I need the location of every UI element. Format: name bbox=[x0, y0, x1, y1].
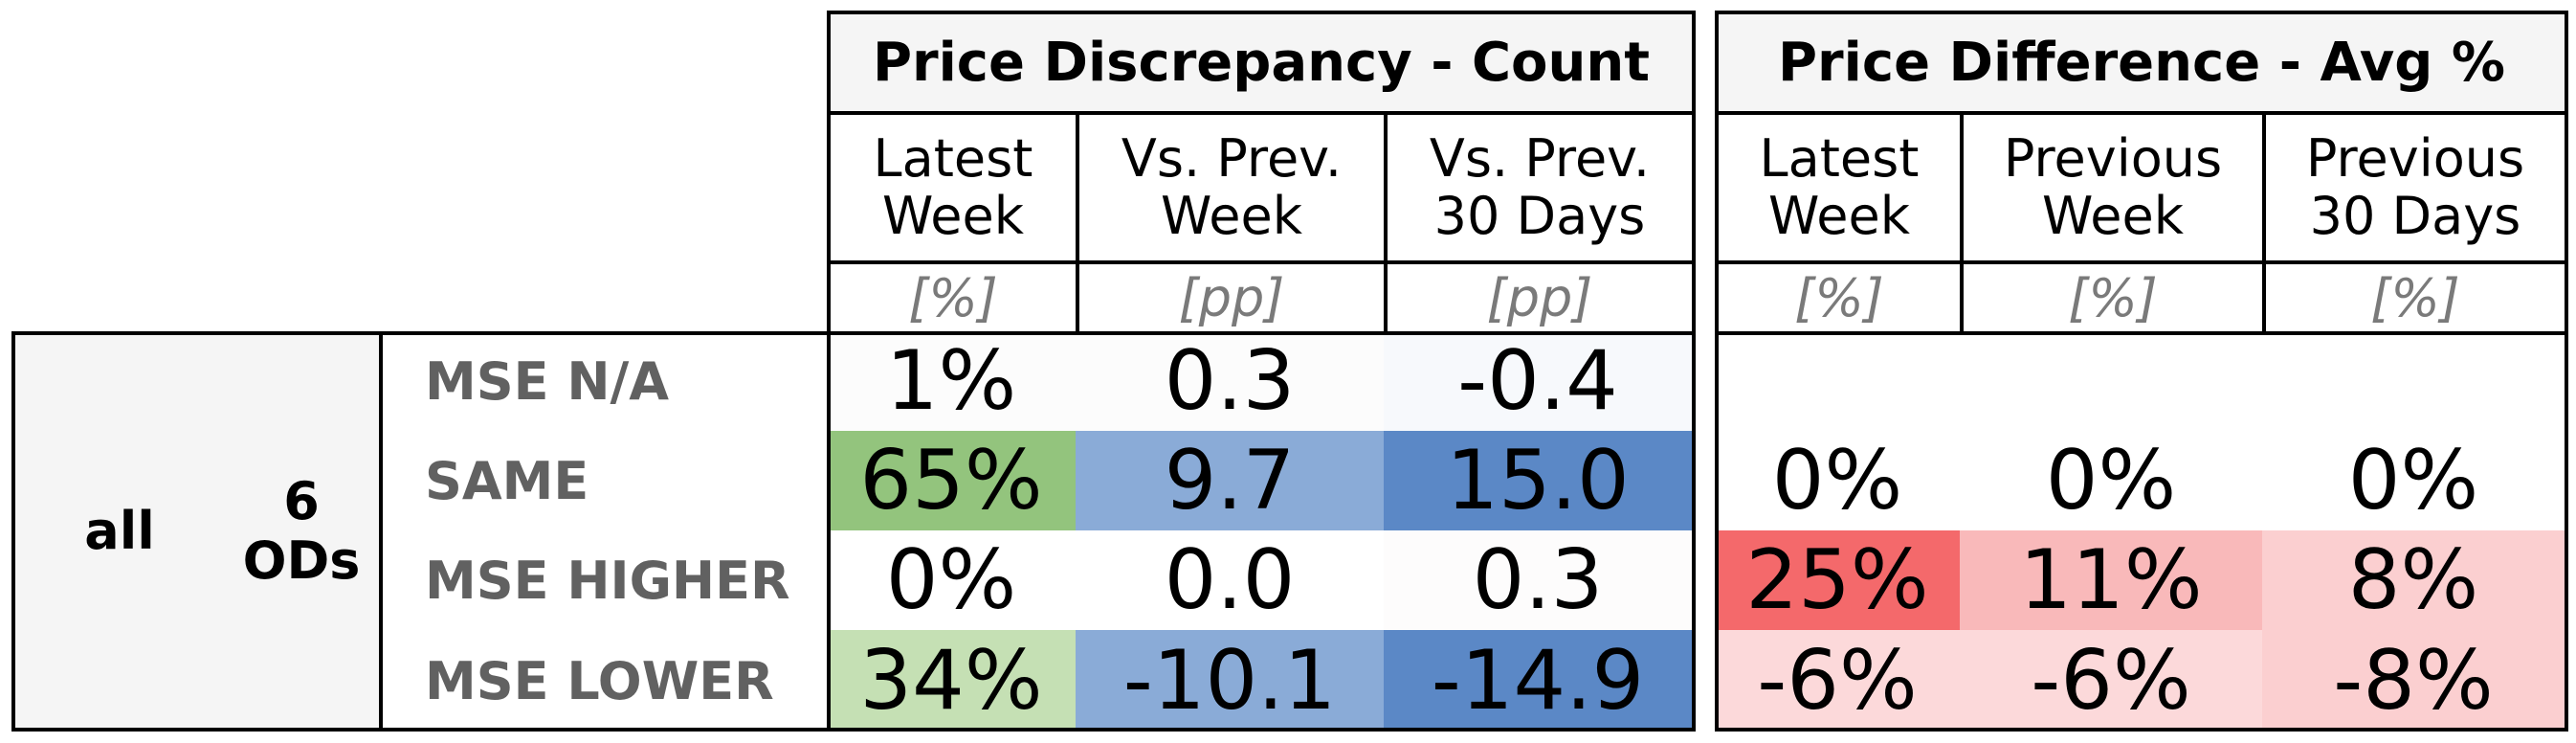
count-cell: 34% bbox=[827, 630, 1076, 732]
avg-cell bbox=[1715, 331, 1960, 431]
count-cell: 15.0 bbox=[1384, 431, 1692, 530]
column-unit: [pp] bbox=[1384, 260, 1696, 335]
count-cell: -0.4 bbox=[1384, 331, 1692, 431]
block-title: Price Discrepancy - Count bbox=[827, 11, 1696, 115]
row-label: MSE HIGHER bbox=[425, 550, 790, 611]
count-cell: -14.9 bbox=[1384, 630, 1692, 732]
column-header: Vs. Prev. Week bbox=[1076, 111, 1388, 264]
count-cell: 0% bbox=[827, 530, 1076, 630]
avg-cell: 8% bbox=[2262, 530, 2565, 630]
count-cell: 0.0 bbox=[1076, 530, 1384, 630]
count-cell: 0.3 bbox=[1384, 530, 1692, 630]
avg-cell: -6% bbox=[1960, 630, 2262, 732]
avg-cell: 0% bbox=[1715, 431, 1960, 530]
column-unit: [pp] bbox=[1076, 260, 1388, 335]
row-label: MSE N/A bbox=[425, 350, 670, 412]
block-body-frame bbox=[827, 331, 1696, 732]
column-unit: [%] bbox=[1960, 260, 2266, 335]
column-unit: [%] bbox=[827, 260, 1079, 335]
column-header: Latest Week bbox=[1715, 111, 1964, 264]
count-cell: 9.7 bbox=[1076, 431, 1384, 530]
block-body-frame bbox=[1715, 331, 2568, 732]
avg-cell: -8% bbox=[2262, 630, 2565, 732]
segment-label: all bbox=[84, 501, 155, 561]
avg-cell: 25% bbox=[1715, 530, 1960, 630]
count-cell: 0.3 bbox=[1076, 331, 1384, 431]
avg-cell: 11% bbox=[1960, 530, 2262, 630]
column-header: Previous 30 Days bbox=[2262, 111, 2568, 264]
ods-count: 6 bbox=[283, 471, 320, 531]
count-cell: 1% bbox=[827, 331, 1076, 431]
ods-text: ODs bbox=[242, 530, 361, 591]
count-cell: 65% bbox=[827, 431, 1076, 530]
ods-label: 6 ODs bbox=[230, 331, 373, 732]
block-title: Price Difference - Avg % bbox=[1715, 11, 2568, 115]
count-cell: -10.1 bbox=[1076, 630, 1384, 732]
column-header: Vs. Prev. 30 Days bbox=[1384, 111, 1696, 264]
avg-cell: -6% bbox=[1715, 630, 1960, 732]
column-header: Latest Week bbox=[827, 111, 1079, 264]
column-unit: [%] bbox=[2262, 260, 2568, 335]
row-label-panel bbox=[379, 331, 827, 732]
column-header: Previous Week bbox=[1960, 111, 2266, 264]
row-label: MSE LOWER bbox=[425, 650, 774, 711]
avg-cell bbox=[1960, 331, 2262, 431]
avg-cell: 0% bbox=[1960, 431, 2262, 530]
avg-cell: 0% bbox=[2262, 431, 2565, 530]
column-unit: [%] bbox=[1715, 260, 1964, 335]
row-label: SAME bbox=[425, 450, 589, 511]
avg-cell bbox=[2262, 331, 2565, 431]
group-panel bbox=[11, 331, 383, 732]
